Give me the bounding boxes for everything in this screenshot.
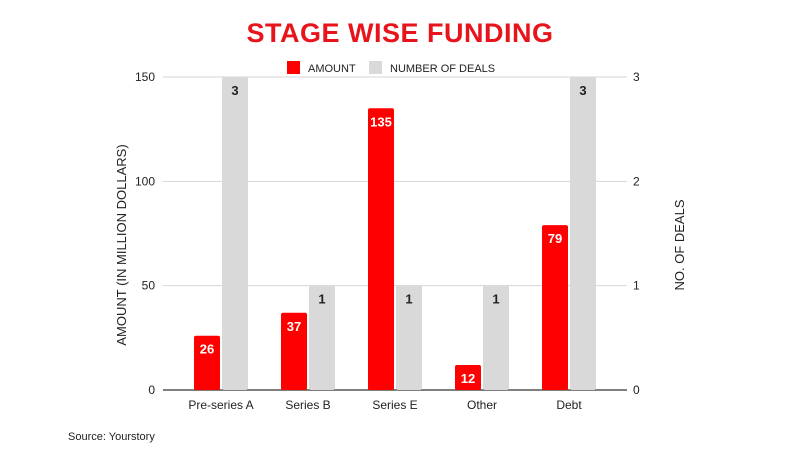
data-label: 12: [461, 371, 475, 386]
y-tick-left: 0: [148, 383, 155, 397]
bar-amount: [368, 108, 394, 391]
data-label: 79: [548, 231, 562, 246]
y-axis-label-right: NO. OF DEALS: [672, 199, 687, 290]
legend-label: NUMBER OF DEALS: [390, 63, 495, 75]
data-label: 1: [405, 292, 412, 307]
x-tick-label: Series B: [285, 398, 330, 412]
legend-swatch: [369, 61, 382, 74]
y-tick-right: 2: [633, 174, 640, 188]
source-note: Source: Yourstory: [68, 431, 155, 443]
data-label: 135: [370, 114, 392, 129]
data-label: 37: [287, 319, 301, 334]
legend-label: AMOUNT: [308, 63, 356, 75]
legend: AMOUNT NUMBER OF DEALS: [287, 61, 495, 75]
x-tick-label: Series E: [372, 398, 417, 412]
data-label: 3: [231, 83, 238, 98]
x-tick-label: Pre-series A: [188, 398, 253, 412]
y-tick-left: 100: [135, 174, 155, 188]
y-tick-right: 1: [633, 279, 640, 293]
bar-number-of-deals: [483, 285, 509, 390]
y-axis-label-left: AMOUNT (IN MILLION DOLLARS): [114, 144, 129, 345]
chart-title: STAGE WISE FUNDING: [246, 18, 553, 48]
bar-amount: [281, 312, 307, 390]
data-label: 26: [200, 342, 214, 357]
y-tick-left: 150: [135, 70, 155, 84]
data-label: 1: [492, 292, 499, 307]
y-tick-left: 50: [142, 279, 156, 293]
bar-number-of-deals: [570, 77, 596, 390]
legend-swatch: [287, 61, 300, 74]
data-label: 3: [579, 83, 586, 98]
x-tick-label: Other: [467, 398, 497, 412]
bar-number-of-deals: [396, 285, 422, 390]
bar-amount: [194, 335, 220, 390]
bar-number-of-deals: [309, 285, 335, 390]
bar-amount: [455, 364, 481, 390]
y-tick-right: 0: [633, 383, 640, 397]
bar-number-of-deals: [222, 77, 248, 390]
x-tick-label: Debt: [556, 398, 582, 412]
y-tick-right: 3: [633, 70, 640, 84]
bar-amount: [542, 225, 568, 390]
data-label: 1: [318, 292, 325, 307]
bars: 26 3 37 1 135 1 12 1 79 3: [194, 77, 596, 391]
